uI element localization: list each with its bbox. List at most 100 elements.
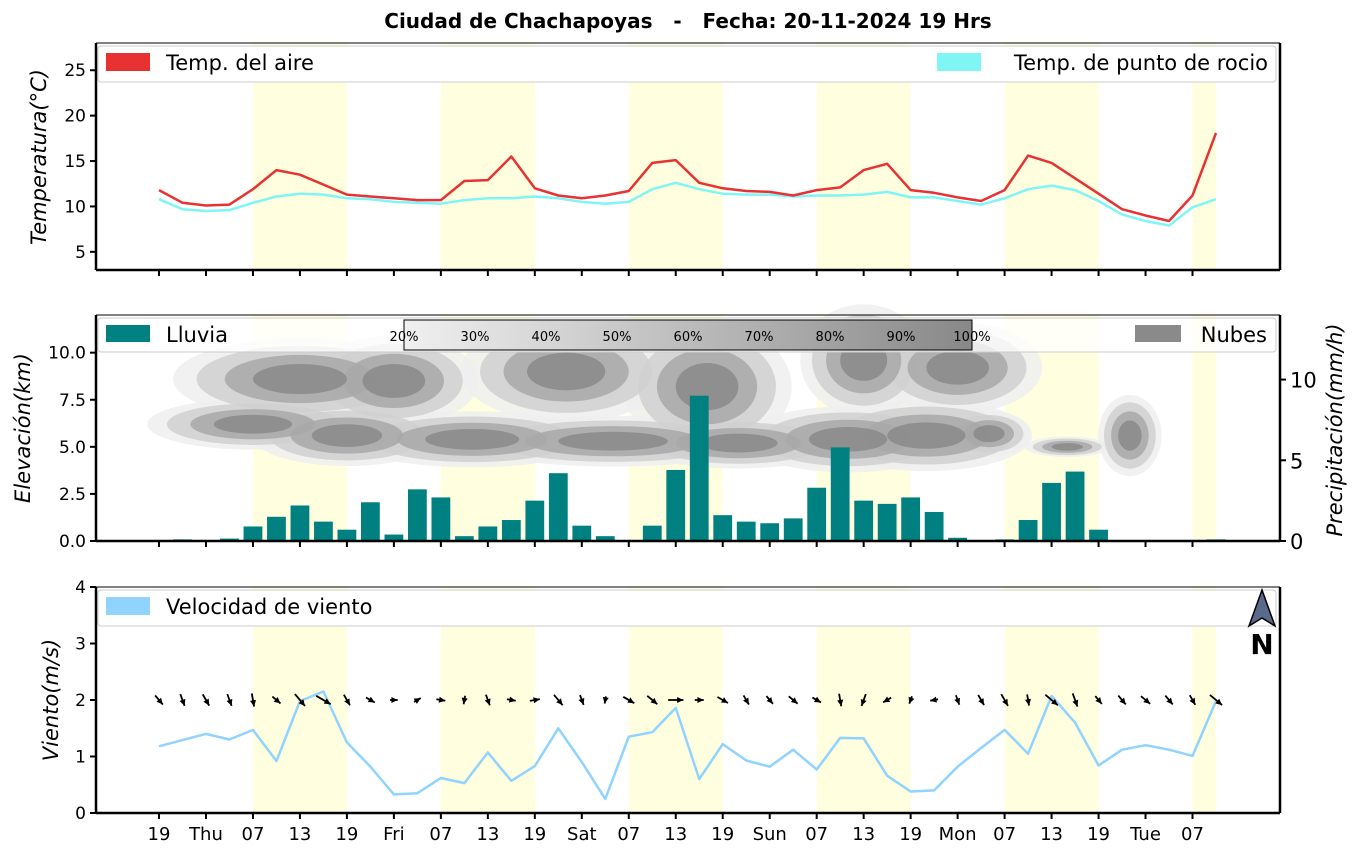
rain-bar xyxy=(666,469,686,541)
y-tick-label-right: 10 xyxy=(1290,369,1317,393)
wind-arrow-head xyxy=(1143,697,1151,704)
wind-arrow xyxy=(668,696,684,704)
wind-arrow xyxy=(1188,694,1197,706)
time-axis-labels: 19 Thu 07 13 19 Fri 07 13 19 Sat 07 13 19 Sun 07 13 19 Mo… xyxy=(148,824,1204,845)
rain-bar xyxy=(901,497,921,541)
wind-arrow-head xyxy=(578,697,585,705)
wind-arrow xyxy=(413,697,422,704)
wind-arrow xyxy=(201,693,211,707)
legend-swatch-temp-air xyxy=(106,53,150,71)
wind-arrow-head xyxy=(766,697,773,704)
wind-arrow-head xyxy=(720,697,728,704)
rain-bar xyxy=(807,487,827,541)
precipitation-panel: 0.0 2.5 5.0 7.5 10.0 0 5 10 Lluvia Nubes 20% 30%… xyxy=(11,304,1347,554)
cloud-scale-label: 90% xyxy=(887,330,916,345)
x-tick-label: 07 xyxy=(1181,824,1204,845)
wind-arrow xyxy=(788,695,799,705)
wind-arrow xyxy=(765,695,774,705)
cloud-scale-label: 40% xyxy=(532,330,561,345)
wind-arrow-head xyxy=(954,697,961,705)
wind-arrow-head xyxy=(461,697,468,705)
rain-bar xyxy=(1018,520,1038,541)
legend-label-rain: Lluvia xyxy=(166,323,228,347)
x-tick-label: 19 xyxy=(523,824,546,845)
wind-arrow xyxy=(250,693,257,707)
wind-arrow xyxy=(1071,693,1079,707)
x-tick-label: 07 xyxy=(617,824,640,845)
wind-arrow-head xyxy=(790,697,798,704)
y-tick-label: 4 xyxy=(75,578,86,598)
x-tick-label: 19 xyxy=(148,824,171,845)
temperature-panel: 5 10 15 20 25 Temp. del aire Temp. de punto … xyxy=(27,42,1282,276)
cloud-patch xyxy=(425,428,520,450)
day-band xyxy=(1192,315,1216,541)
legend-label-temp-dew: Temp. de punto de rocio xyxy=(1013,51,1268,75)
wind-arrow xyxy=(646,695,658,705)
rain-bar xyxy=(290,505,310,541)
wind-arrow xyxy=(811,696,822,704)
cloud-scale-label: 60% xyxy=(674,330,703,345)
cloud-patch xyxy=(558,431,668,451)
cloud-patch xyxy=(362,363,426,398)
x-tick-label: 19 xyxy=(711,824,734,845)
wind-arrow-head xyxy=(677,696,684,704)
y-tick-label: 15 xyxy=(64,152,86,172)
rain-bar xyxy=(407,489,427,541)
wind-arrow-head xyxy=(367,696,375,703)
wind-arrow xyxy=(742,694,750,706)
x-tick-label: 13 xyxy=(288,824,311,845)
rain-bar xyxy=(924,511,944,541)
cloud-scale-label: 70% xyxy=(745,330,774,345)
x-tick-label: 07 xyxy=(242,824,265,845)
cloud-patch xyxy=(926,350,989,385)
y-tick-label: 10.0 xyxy=(48,344,86,364)
wind-arrow xyxy=(343,694,351,706)
temperature-legend: Temp. del aire Temp. de punto de rocio xyxy=(97,45,1277,83)
wind-arrow-head xyxy=(556,698,563,706)
legend-label-clouds: Nubes xyxy=(1201,323,1267,347)
wind-arrow xyxy=(1164,694,1174,706)
wind-arrow-head xyxy=(1051,698,1058,706)
wind-arrow xyxy=(622,696,635,704)
wind-arrow-head xyxy=(1072,699,1079,707)
wind-arrow xyxy=(484,694,491,706)
wind-arrow-head xyxy=(438,696,446,703)
wind-arrow-head xyxy=(156,697,163,705)
wind-arrow xyxy=(578,694,585,706)
x-tick-label: Sun xyxy=(753,824,787,845)
cloud-scale-label: 100% xyxy=(953,330,990,345)
x-tick-label: 13 xyxy=(1040,824,1063,845)
wind-arrow xyxy=(529,697,540,704)
wind-arrow xyxy=(1209,694,1223,706)
y-tick-label-right: 5 xyxy=(1290,449,1303,473)
chart-title: Ciudad de Chachapoyas - Fecha: 20-11-202… xyxy=(384,9,991,33)
rain-bar xyxy=(478,526,498,541)
y-tick-label: 20 xyxy=(64,107,86,127)
wind-arrow-head xyxy=(1189,697,1196,705)
cloud-patch xyxy=(526,352,606,391)
legend-label-temp-air: Temp. del aire xyxy=(165,51,314,75)
wind-arrow xyxy=(882,696,892,704)
wind-arrow-head xyxy=(1024,698,1031,706)
wind-arrow-head xyxy=(179,698,186,706)
wind-arrow-head xyxy=(743,697,749,705)
wind-arrow-head xyxy=(978,698,985,706)
wind-arrow xyxy=(954,694,961,706)
cloud-scale-label: 50% xyxy=(603,330,632,345)
wind-axis-label: Viento(m/s) xyxy=(39,639,63,761)
x-tick-label: 07 xyxy=(805,824,828,845)
wind-arrow-head xyxy=(1119,697,1126,705)
wind-arrow xyxy=(908,695,915,705)
rain-bar xyxy=(525,500,545,541)
wind-arrow-head xyxy=(413,698,421,704)
day-band xyxy=(1192,43,1216,270)
wind-arrow xyxy=(1094,695,1103,705)
rain-bar xyxy=(314,521,333,541)
rain-bar xyxy=(431,497,451,541)
wind-arrow xyxy=(694,696,704,704)
wind-arrow-head xyxy=(226,698,233,706)
precipitation-legend: Lluvia Nubes 20% 30% 40% 50% 60% 70% 80% 90% 100… xyxy=(97,317,1277,353)
cloud-patch xyxy=(973,425,1005,443)
x-tick-label: Thu xyxy=(188,824,223,845)
